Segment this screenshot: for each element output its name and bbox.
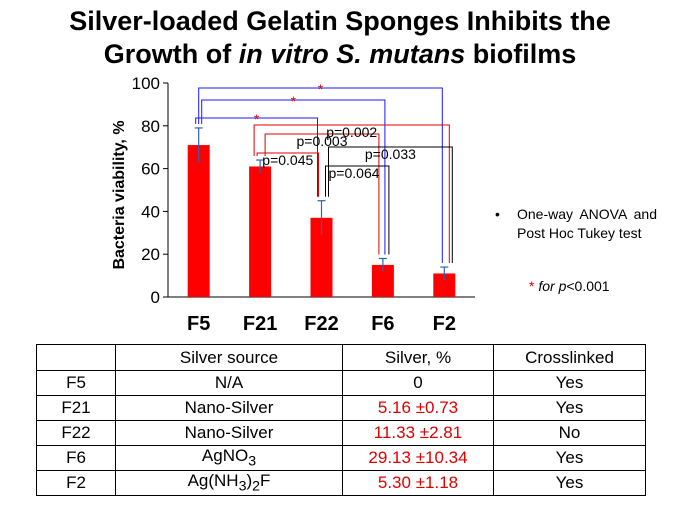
row-crosslinked: Yes: [493, 370, 646, 396]
source-subscript: 3: [248, 453, 257, 470]
row-silver: 29.13 ±10.34: [342, 445, 494, 471]
row-name: F6: [36, 445, 116, 471]
note-threshold: <0.001: [566, 278, 610, 294]
title-line-2: Growth of in vitro S. mutans biofilms: [0, 38, 680, 70]
row-crosslinked: Yes: [493, 470, 646, 496]
silver-sd: ±2.81: [419, 423, 463, 442]
row-silver: 11.33 ±2.81: [342, 420, 494, 446]
table-row: F2 Ag(NH3)2F 5.30 ±1.18 Yes: [36, 470, 646, 496]
table-row: F5 N/A 0 Yes: [36, 370, 646, 396]
bar: [249, 166, 272, 297]
table-header-cell: Silver source: [115, 344, 343, 371]
bar: [371, 264, 394, 297]
significance-bracket: [201, 99, 386, 255]
row-name: F5: [36, 370, 116, 396]
row-silver: 0: [342, 370, 494, 396]
silver-sd: ±10.34: [415, 448, 468, 467]
y-tick-label: 80: [141, 117, 160, 136]
source-subscript: 3: [238, 478, 247, 495]
table-row: F21 Nano-Silver 5.16 ±0.73 Yes: [36, 395, 646, 421]
bar-chart: 0 20 40 60 80 100 Bacteria viability, % F5 F21 F2…: [111, 74, 475, 335]
y-tick-label: 60: [141, 160, 160, 179]
bullet-glyph: •: [495, 206, 500, 222]
row-source: Nano-Silver: [115, 420, 343, 446]
bar: [187, 145, 210, 297]
row-name: F2: [36, 470, 116, 496]
silver-sd: ±0.73: [415, 398, 459, 417]
significance-label: p=0.064: [329, 165, 380, 181]
significance-label: *: [291, 93, 297, 109]
note-star: *: [529, 278, 535, 294]
row-source: AgNO3: [115, 445, 343, 471]
row-source: Ag(NH3)2F: [115, 470, 343, 496]
x-tick-label: F21: [243, 313, 277, 335]
y-tick-label: 0: [151, 288, 160, 307]
row-silver: 5.16 ±0.73: [342, 395, 494, 421]
note-significance: * for p<0.001: [529, 277, 610, 296]
row-crosslinked: No: [493, 420, 646, 446]
y-tick-label: 40: [141, 202, 160, 221]
title-italic-part: in vitro S. mutans: [238, 39, 466, 69]
source-text: ): [246, 471, 253, 491]
row-name: F22: [36, 420, 116, 446]
significance-bracket: [328, 146, 453, 264]
y-tick-label: 20: [141, 245, 160, 264]
note-for-p: for p: [538, 278, 567, 294]
significance-bracket: [256, 152, 319, 197]
source-text: AgNO: [201, 446, 249, 466]
y-tick-label: 100: [132, 74, 160, 93]
formulation-table: Silver source Silver, % Crosslinked F5 N…: [36, 344, 646, 496]
table-row: F6 AgNO3 29.13 ±10.34 Yes: [36, 445, 646, 471]
significance-label: p=0.003: [297, 133, 348, 149]
source-subscript: 2: [252, 478, 261, 495]
x-tick-label: F5: [187, 313, 210, 335]
title-part-3: biofilms: [465, 39, 577, 69]
row-crosslinked: Yes: [493, 445, 646, 471]
x-tick-label: F22: [304, 313, 338, 335]
table-header-row: Silver source Silver, % Crosslinked: [36, 344, 646, 371]
silver-value: 5.30: [377, 473, 411, 492]
table-header-cell: Silver, %: [342, 344, 494, 371]
row-source: Nano-Silver: [115, 395, 343, 421]
significance-label: *: [318, 81, 324, 97]
row-name: F21: [36, 395, 116, 421]
row-crosslinked: Yes: [493, 395, 646, 421]
source-text: Ag(NH: [187, 471, 239, 491]
x-tick-label: F6: [371, 313, 394, 335]
bar: [433, 273, 456, 297]
row-silver: 5.30 ±1.18: [342, 470, 494, 496]
source-text: F: [260, 471, 271, 491]
title-part-1: Growth of: [103, 39, 239, 69]
significance-bracket: [253, 124, 450, 264]
significance-label: p=0.033: [365, 146, 416, 162]
table-row: F22 Nano-Silver 11.33 ±2.81 No: [36, 420, 646, 446]
chart-area: 0 20 40 60 80 100 Bacteria viability, % F5 F21 F2…: [0, 70, 480, 342]
y-axis-label: Bacteria viability, %: [111, 120, 128, 269]
silver-value: 29.13: [368, 448, 411, 467]
title-line-1: Silver-loaded Gelatin Sponges Inhibits t…: [69, 6, 611, 36]
note-anova: One-way ANOVA and Post Hoc Tukey test: [517, 206, 657, 241]
significance-label: p=0.045: [262, 152, 313, 168]
row-source: N/A: [115, 370, 343, 396]
silver-value: 11.33: [373, 423, 416, 442]
x-tick-label: F2: [433, 313, 456, 335]
significance-bracket: [198, 87, 443, 264]
silver-sd: ±1.18: [415, 473, 459, 492]
table-header-cell: [36, 344, 116, 371]
table-header-cell: Crosslinked: [493, 344, 646, 371]
significance-label: p=0.002: [326, 124, 377, 140]
bar: [310, 217, 333, 297]
significance-bracket: [195, 117, 318, 197]
silver-value: 5.16: [377, 398, 411, 417]
significance-bracket: [325, 165, 390, 255]
significance-bracket: [264, 133, 380, 255]
significance-label: *: [254, 111, 260, 127]
